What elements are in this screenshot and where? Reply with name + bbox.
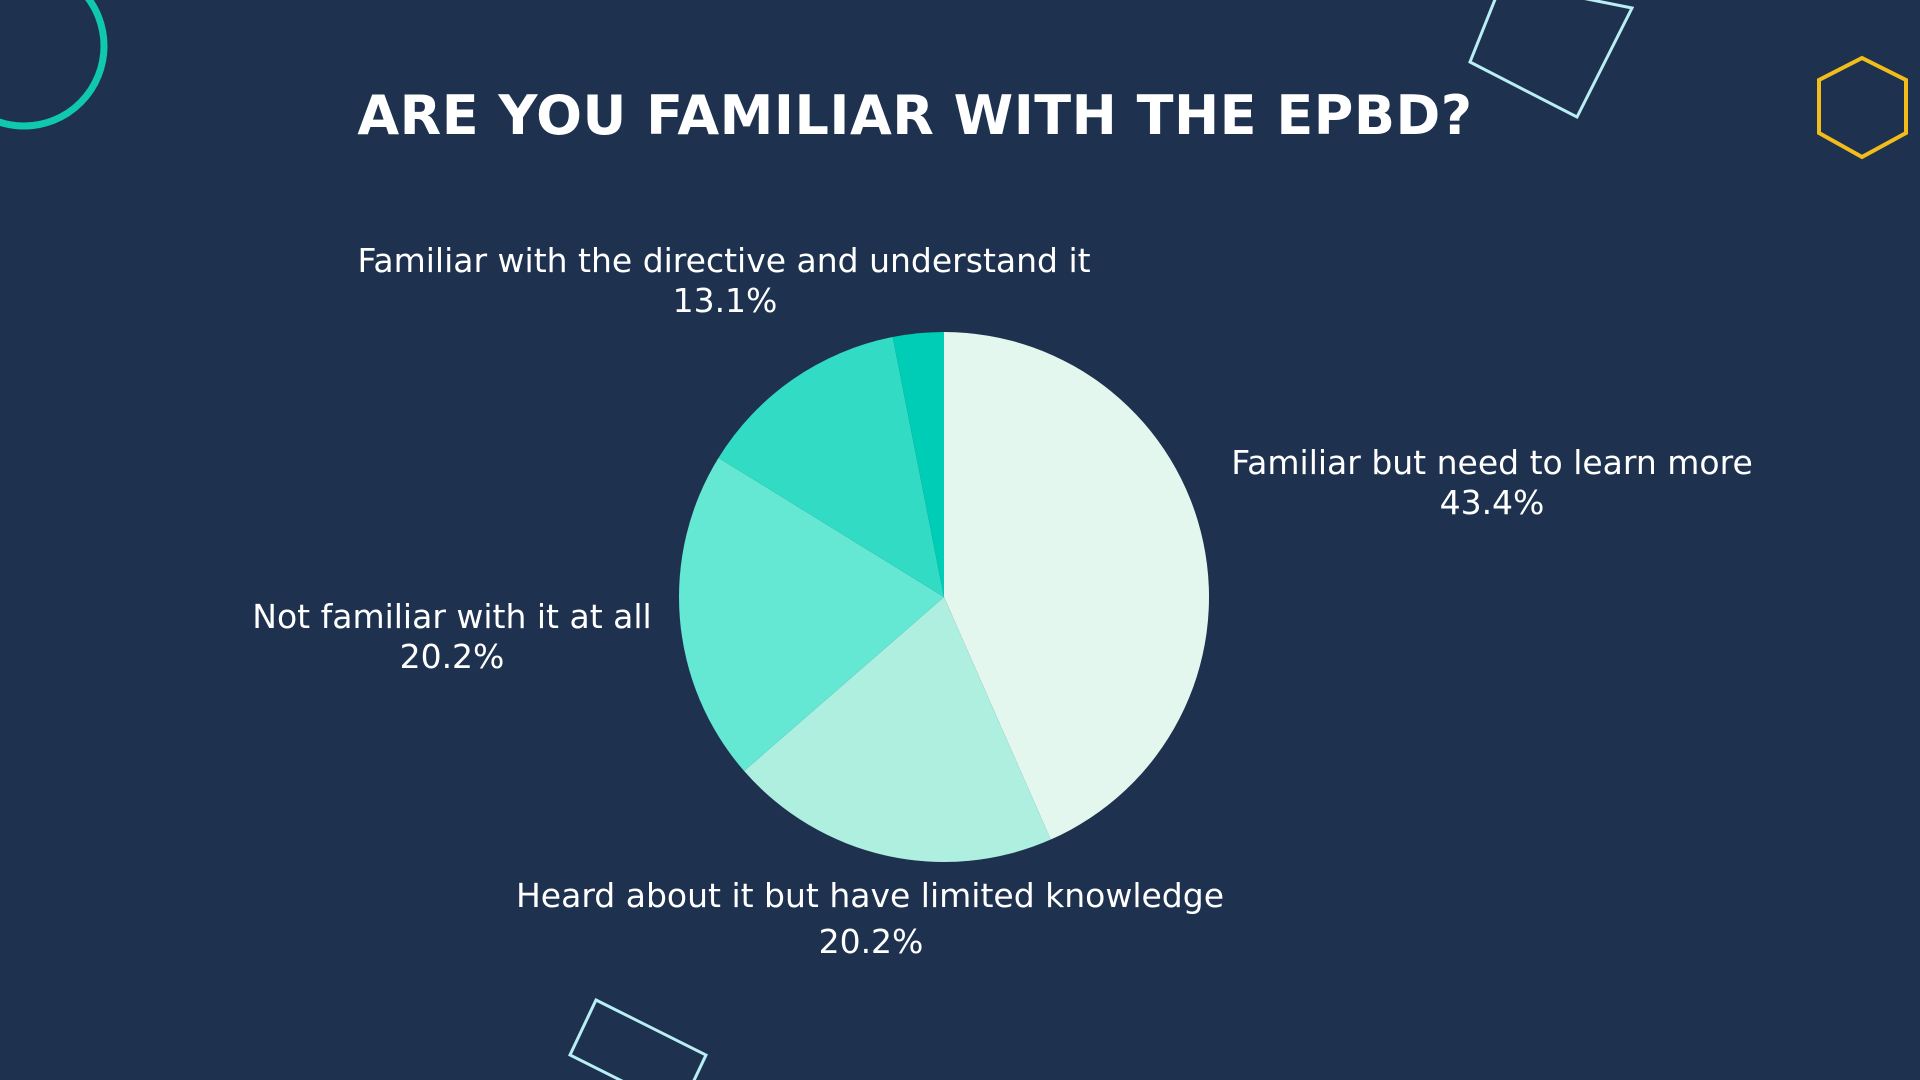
slice-value-heard-limited: 20.2% [819, 922, 924, 961]
pie-slice-0 [944, 331, 1210, 840]
pie-labels: Familiar but need to learn more 43.4% He… [252, 241, 1752, 961]
slice-value-not-familiar: 20.2% [400, 637, 505, 676]
slice-value-familiar-understand: 13.1% [673, 281, 778, 320]
pie-slice-3 [718, 337, 944, 597]
pie-slice-1 [744, 597, 1051, 863]
slice-label-not-familiar: Not familiar with it at all [252, 597, 651, 636]
pie-slice-2 [678, 457, 944, 771]
slice-label-familiar-need-learn: Familiar but need to learn more [1231, 443, 1753, 482]
slice-value-familiar-need-learn: 43.4% [1440, 483, 1545, 522]
pie-slices [678, 331, 1210, 863]
pie-slice-4 [892, 331, 944, 597]
slice-label-familiar-understand: Familiar with the directive and understa… [357, 241, 1090, 280]
slice-label-heard-limited: Heard about it but have limited knowledg… [516, 876, 1224, 915]
chart-title: ARE YOU FAMILIAR WITH THE EPBD? [357, 84, 1473, 147]
